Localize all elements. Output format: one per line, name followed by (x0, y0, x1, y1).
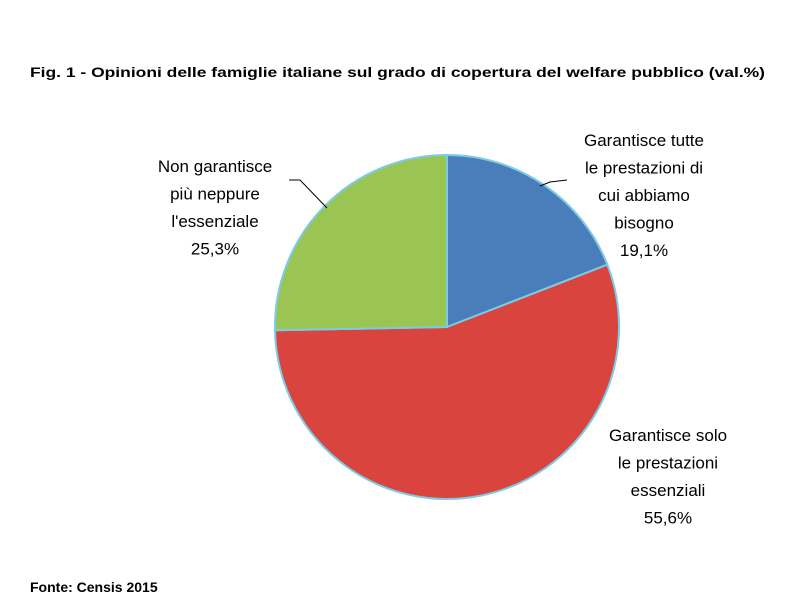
leader-line (539, 179, 568, 187)
label-line: essenziali (631, 481, 706, 500)
pie-slice (274, 153, 448, 332)
source-note: Fonte: Censis 2015 (30, 579, 158, 595)
pie-slice (274, 263, 620, 500)
label-line: Garantisce tutte (584, 131, 704, 150)
pie-slice (446, 153, 609, 329)
label-line: più neppure (170, 185, 260, 204)
value-label: 25,3% (191, 240, 239, 259)
value-label: 55,6% (644, 509, 692, 528)
slice-label: Non garantisce più neppure l'essenziale (158, 157, 272, 231)
value-label: 19,1% (620, 241, 668, 260)
slice-label: Garantisce tutte le prestazioni di cui abb… (584, 131, 704, 233)
label-line: l'essenziale (171, 212, 258, 231)
label-line: le prestazioni (618, 454, 718, 473)
label-line: Garantisce solo (609, 426, 727, 445)
chart-title: Fig. 1 - Opinioni delle famiglie italian… (30, 64, 765, 80)
label-line: le prestazioni di (585, 159, 703, 178)
label-line: bisogno (614, 214, 674, 233)
slice-label: Garantisce solo le prestazioni essenziali (609, 426, 727, 500)
label-line: cui abbiamo (598, 186, 690, 205)
leader-line (289, 179, 328, 209)
label-line: Non garantisce (158, 157, 272, 176)
